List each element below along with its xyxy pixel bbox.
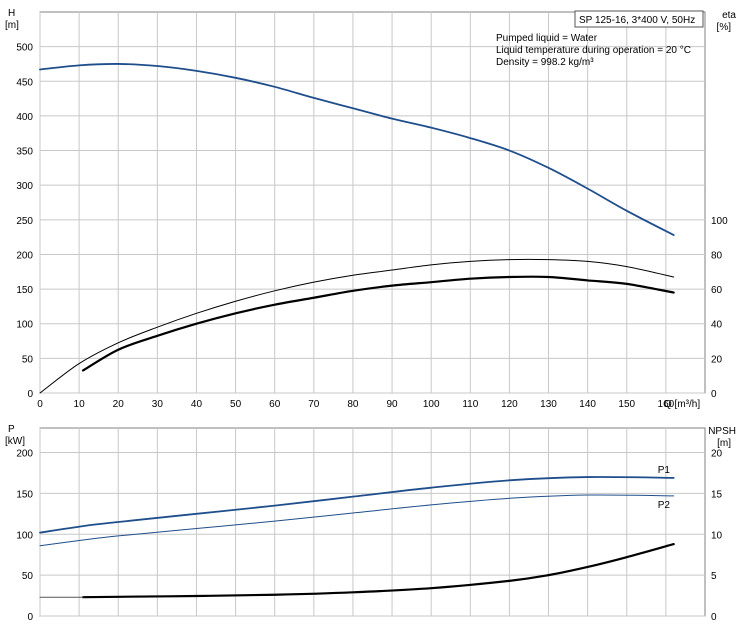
series-line-1-1 [39,494,675,547]
plot-frame [39,427,706,617]
series-label-p1: P1 [658,465,671,476]
y-right-tick-label: 5 [711,571,717,582]
y-left-tick-label: 200 [16,250,33,261]
y-left-tick-label: 50 [22,354,34,365]
x-tick-label: 160 [658,399,675,410]
y-left-axis-label: H [8,8,15,19]
y-right-tick-label: 10 [711,530,723,541]
y-left-tick-label: 200 [16,449,33,460]
power-npsh-panel: 0 50 100 150 200 0 5 10 15 20 P[kW] NPSH[m] P1 P2 [5,424,736,623]
x-tick-label: 0 [37,399,43,410]
series-line-0-1 [39,258,675,394]
x-tick-label: 140 [579,399,596,410]
x-tick-label: 150 [618,399,635,410]
pump-title: SP 125-16, 3*400 V, 50Hz [579,15,695,26]
y-left-tick-label: 300 [16,181,33,192]
liquid-info: Pumped liquid = Water Liquid temperature… [496,33,691,68]
x-tick-label: 110 [462,399,478,410]
x-tick-label: 30 [152,399,164,410]
y-right-axis-unit: [%] [717,22,732,33]
pumped-liquid-text: Pumped liquid = Water [496,33,598,44]
series-line-0-0 [39,63,675,236]
x-tick-label: 120 [501,399,518,410]
y-right-tick-label: 60 [711,285,723,296]
series-label-p2: P2 [658,500,671,511]
y-right-tick-label: 80 [711,250,723,261]
x-tick-label: 10 [74,399,86,410]
y-right-tick-label: 0 [711,612,717,623]
x-tick-label: 60 [269,399,281,410]
density-text: Density = 998.2 kg/m³ [496,57,594,68]
y-left-tick-label: 0 [27,389,33,400]
x-tick-label: 20 [113,399,125,410]
x-axis-label: Q [m³/h] [664,399,700,410]
y-right-tick-label: 0 [711,389,717,400]
x-tick-label: 40 [191,399,203,410]
x-tick-label: 90 [386,399,398,410]
x-tick-label: 100 [423,399,440,410]
plot-frame [39,11,706,394]
liquid-temperature-text: Liquid temperature during operation = 20… [496,45,691,56]
y-left-axis-label: P [8,424,15,435]
y-left-tick-label: 100 [16,320,33,331]
y-right-tick-label: 20 [711,449,723,460]
y-right-axis-label: eta [722,10,736,21]
y-right-tick-label: 100 [711,216,728,227]
y-left-axis-unit: [kW] [5,436,25,447]
y-left-tick-label: 150 [16,285,33,296]
series-line-1-0 [39,476,675,534]
y-right-axis-label: NPSH [708,426,736,437]
pump-title-box: SP 125-16, 3*400 V, 50Hz [574,10,704,28]
series-line-1-2 [81,542,675,599]
y-left-tick-label: 250 [16,216,33,227]
y-right-tick-label: 20 [711,354,723,365]
y-right-tick-label: 15 [711,489,723,500]
x-tick-label: 130 [540,399,557,410]
y-right-axis-unit: [m] [717,438,731,449]
y-left-tick-label: 50 [22,571,34,582]
series-line-0-2 [81,275,675,372]
head-efficiency-panel: 0 10 20 30 40 50 60 70 80 90 100 110 120 130 140 150 160… [5,8,736,410]
y-left-tick-label: 450 [16,77,33,88]
y-right-tick-label: 40 [711,320,723,331]
y-left-tick-label: 100 [16,530,33,541]
x-tick-label: 70 [308,399,320,410]
x-tick-label: 80 [347,399,359,410]
y-left-tick-label: 350 [16,147,33,158]
x-tick-label: 50 [230,399,242,410]
y-left-tick-label: 150 [16,489,33,500]
y-left-axis-unit: [m] [5,20,19,31]
y-left-tick-label: 0 [27,612,33,623]
y-left-tick-label: 500 [16,43,33,54]
y-left-tick-label: 400 [16,112,33,123]
